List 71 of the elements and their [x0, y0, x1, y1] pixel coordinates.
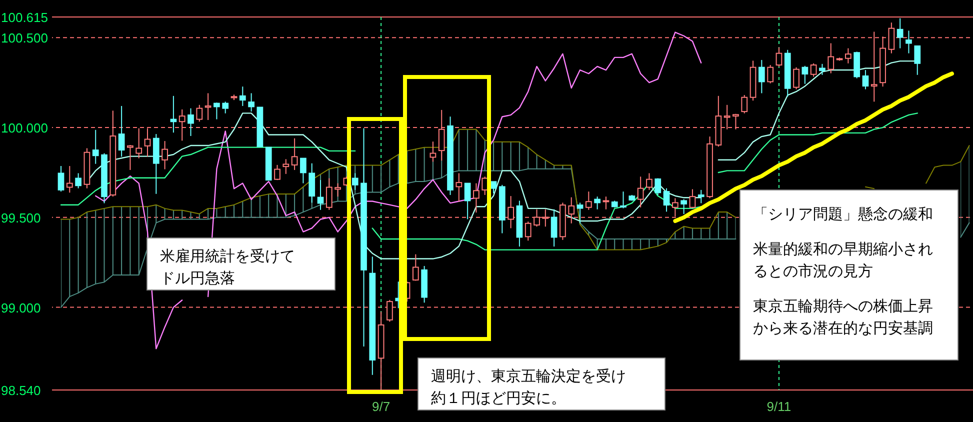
candlestick [412, 254, 419, 282]
candlestick [118, 105, 125, 158]
candlestick [776, 46, 782, 68]
annotation: 米雇用統計を受けてドル円急落 [160, 248, 295, 287]
candlestick [862, 70, 869, 90]
y-tick-label: 99.000 [1, 300, 41, 316]
candlestick [490, 181, 497, 194]
candlestick [576, 202, 584, 224]
candlestick [680, 198, 687, 215]
candlestick [654, 178, 662, 196]
candlestick [58, 166, 64, 192]
candlestick [637, 176, 644, 208]
annotation: 米量的緩和の早期縮小されるとの市況の見方 [753, 241, 933, 280]
candlestick [758, 59, 765, 94]
candlestick [550, 208, 558, 248]
candlestick [810, 62, 817, 78]
candlestick [524, 221, 532, 242]
candlestick [844, 48, 852, 64]
y-tick-label: 98.540 [1, 383, 41, 398]
candlestick [767, 64, 774, 84]
candlestick [300, 158, 306, 184]
y-tick-label: 100.000 [1, 120, 48, 136]
candlestick [793, 66, 800, 90]
candlestick [326, 178, 332, 210]
candlestick [66, 166, 73, 194]
candlestick [291, 138, 298, 170]
candlestick [646, 172, 652, 190]
x-tick-label: 9/11 [766, 399, 792, 414]
candlestick [282, 158, 290, 174]
candlestick [473, 182, 480, 214]
candlestick [602, 196, 610, 210]
candlestick [741, 94, 748, 114]
x-tick-label: 9/7 [372, 399, 390, 414]
candlestick [92, 129, 99, 164]
annotation: 週明け、東京五輪決定を受け約１円ほど円安に。 [431, 368, 626, 407]
y-tick-label: 100.615 [1, 10, 48, 25]
annotation: 「シリア問題」懸念の緩和 [753, 206, 933, 223]
candlestick [896, 18, 904, 49]
candlestick [204, 92, 212, 120]
candlestick [248, 92, 254, 112]
candlestick [222, 101, 229, 114]
y-tick-label: 100.500 [1, 30, 48, 46]
candlestick [663, 188, 670, 212]
candlestick [136, 128, 142, 159]
candlestick [127, 144, 134, 170]
candlestick [482, 176, 488, 196]
candlestick [274, 164, 280, 181]
candlestick [75, 172, 82, 189]
candlestick [308, 162, 316, 204]
candlestick [334, 182, 341, 198]
candlestick [239, 86, 246, 106]
candlestick [162, 140, 168, 170]
candlestick [456, 172, 462, 202]
candlestick [352, 172, 358, 190]
candlestick [196, 104, 203, 122]
candlestick [819, 63, 826, 76]
candlestick [689, 188, 696, 209]
candlestick [914, 45, 921, 76]
candlestick [698, 189, 704, 204]
candlestick [317, 180, 324, 210]
candlestick [188, 108, 194, 136]
candlestick [464, 182, 471, 220]
candlestick [585, 191, 592, 210]
candlestick [906, 30, 912, 54]
candlestick [802, 65, 808, 84]
candlestick [594, 196, 600, 210]
annotation: 東京五輪期待への株価上昇から来る潜在的な円安基調 [753, 298, 933, 337]
candlestick [214, 102, 220, 120]
y-tick-label: 99.500 [1, 210, 41, 226]
candlestick [828, 42, 834, 74]
candlestick [620, 191, 626, 209]
